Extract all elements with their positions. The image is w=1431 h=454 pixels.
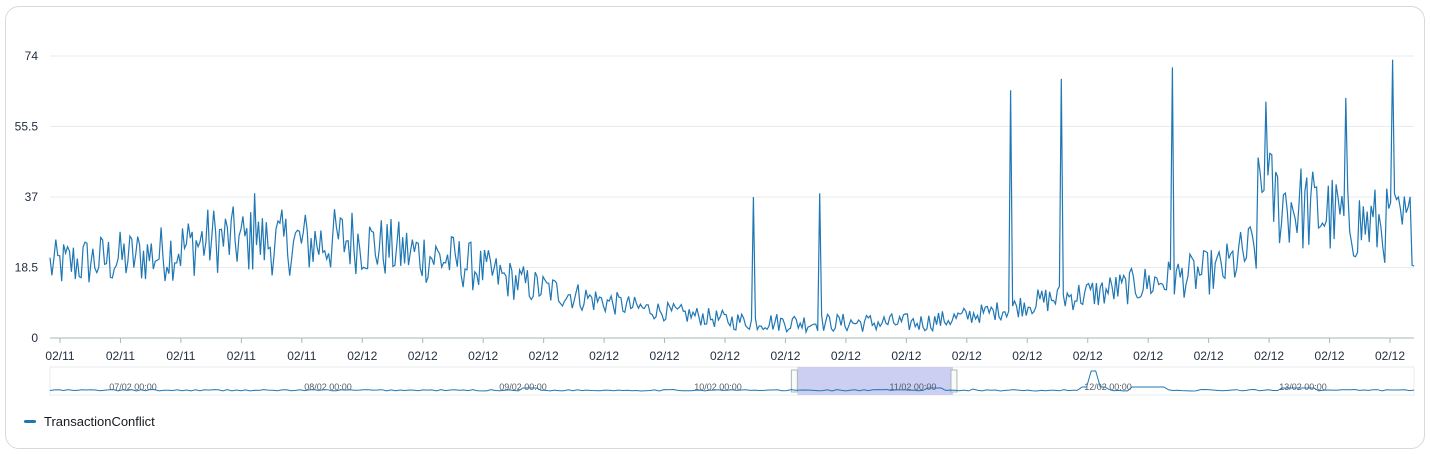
navigator-tick-label: 12/02 00:00	[1084, 382, 1132, 392]
x-tick-label: 02/12	[831, 349, 861, 363]
navigator-tick-label: 11/02 00:00	[890, 382, 937, 392]
x-tick-label: 02/12	[1073, 349, 1103, 363]
x-tick-label: 02/12	[1375, 349, 1405, 363]
x-tick-label: 02/12	[1012, 349, 1042, 363]
y-tick-label: 0	[31, 331, 38, 345]
navigator-tick-label: 07/02 00:00	[109, 382, 157, 392]
legend[interactable]: TransactionConflict	[24, 414, 155, 429]
y-tick-label: 37	[25, 190, 39, 204]
x-tick-label: 02/11	[45, 349, 74, 363]
x-tick-label: 02/12	[710, 349, 740, 363]
y-tick-label: 55.5	[15, 120, 39, 134]
navigator-series-line	[49, 370, 1415, 392]
legend-label: TransactionConflict	[44, 414, 155, 429]
x-tick-label: 02/12	[770, 349, 800, 363]
x-tick-label: 02/12	[468, 349, 498, 363]
x-tick-label: 02/12	[650, 349, 680, 363]
y-tick-label: 74	[25, 49, 39, 63]
navigator-handle-right[interactable]	[950, 369, 958, 393]
navigator-handle-left[interactable]	[790, 369, 798, 393]
x-tick-label: 02/12	[1194, 349, 1224, 363]
x-tick-label: 02/12	[891, 349, 921, 363]
legend-swatch	[24, 420, 36, 423]
navigator-tick-label: 10/02 00:00	[694, 382, 742, 392]
x-tick-label: 02/12	[589, 349, 619, 363]
navigator-tick-label: 08/02 00:00	[304, 382, 352, 392]
x-tick-label: 02/12	[952, 349, 982, 363]
x-tick-label: 02/11	[287, 349, 316, 363]
series-line-transactionconflict	[49, 59, 1415, 335]
x-tick-label: 02/12	[1254, 349, 1284, 363]
x-tick-label: 02/12	[529, 349, 559, 363]
time-navigator[interactable]: 07/02 00:00 08/02 00:00 09/02 00:00 10/02 0…	[49, 366, 1415, 396]
navigator-tick-label: 13/02 00:00	[1279, 382, 1327, 392]
navigator-tick-label: 09/02 00:00	[499, 382, 547, 392]
x-tick-label: 02/11	[166, 349, 195, 363]
x-tick-label: 02/12	[1133, 349, 1163, 363]
x-tick-label: 02/12	[408, 349, 438, 363]
x-tick-label: 02/12	[1315, 349, 1345, 363]
x-tick-label: 02/11	[227, 349, 256, 363]
x-tick-label: 02/12	[347, 349, 377, 363]
y-tick-label: 18.5	[15, 261, 39, 275]
x-tick-label: 02/11	[106, 349, 135, 363]
